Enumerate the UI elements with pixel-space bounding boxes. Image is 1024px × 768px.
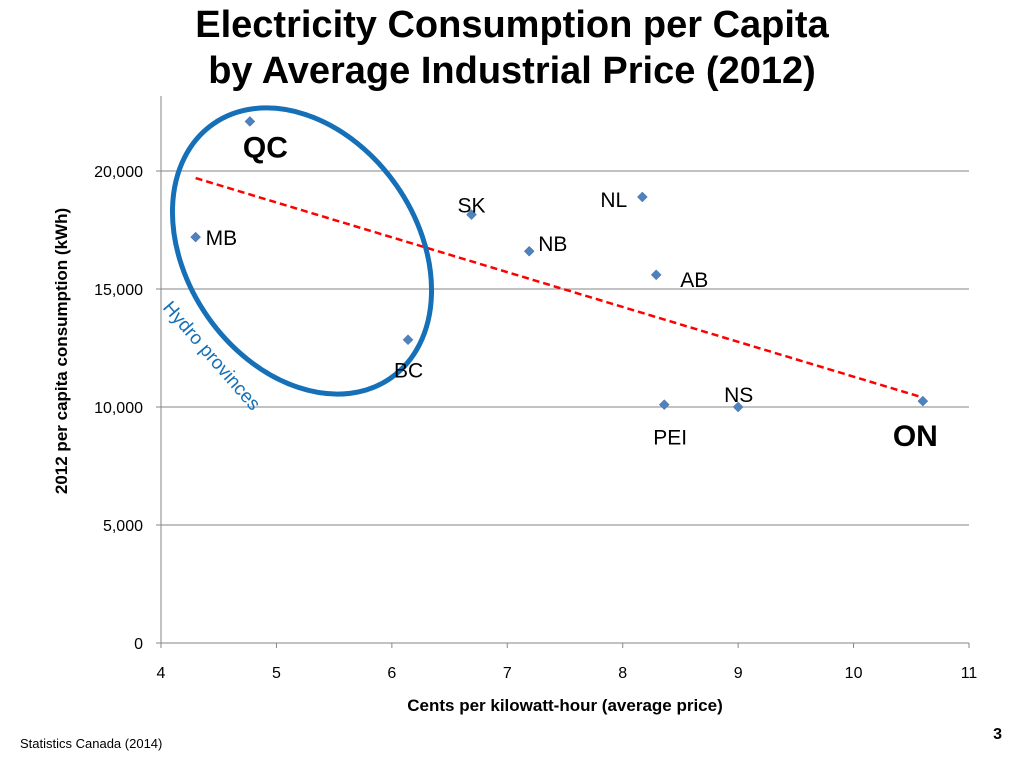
x-tick-label: 9 <box>734 665 743 682</box>
y-axis-title: 2012 per capita consumption (kWh) <box>52 208 71 494</box>
x-tick-label: 10 <box>845 665 863 682</box>
x-tick-label: 6 <box>387 665 396 682</box>
data-point-qc <box>244 116 256 127</box>
data-point-pei <box>658 399 670 410</box>
x-tick-label: 8 <box>618 665 627 682</box>
page-number: 3 <box>993 726 1002 743</box>
data-points <box>190 116 929 413</box>
point-label-qc: QC <box>243 131 288 164</box>
point-label-sk: SK <box>458 195 486 218</box>
x-tick-label: 5 <box>272 665 281 682</box>
data-point-nb <box>523 245 535 257</box>
data-point-sk <box>466 209 477 221</box>
axes <box>156 96 970 648</box>
data-point-ns <box>732 401 744 413</box>
point-label-ab: AB <box>680 269 708 292</box>
y-tick-label: 20,000 <box>94 164 143 181</box>
y-tick-label: 15,000 <box>94 282 143 299</box>
y-tick-labels: 0 5,000 10,000 15,000 20,000 <box>94 164 143 653</box>
chart-title-line-1: Electricity Consumption per Capita <box>195 4 829 46</box>
x-tick-label: 4 <box>157 665 166 682</box>
point-label-pei: PEI <box>653 427 687 450</box>
data-point-on <box>917 395 929 407</box>
trendline <box>195 176 924 399</box>
data-point-bc <box>402 334 414 346</box>
chart-title-line-2: by Average Industrial Price (2012) <box>208 50 816 92</box>
x-tick-label: 7 <box>503 665 512 682</box>
x-axis-title: Cents per kilowatt-hour (average price) <box>407 696 723 715</box>
source-note: Statistics Canada (2014) <box>20 736 163 751</box>
point-label-mb: MB <box>206 227 238 250</box>
data-point-labels: QC MB BC SK NB NL AB PEI NS ON <box>206 131 938 453</box>
y-tick-label: 0 <box>134 636 143 653</box>
hydro-provinces-ellipse <box>169 105 435 397</box>
x-tick-label: 11 <box>961 665 978 682</box>
gridlines <box>161 170 969 526</box>
point-label-bc: BC <box>394 360 423 383</box>
hydro-provinces-label: Hydro provinces <box>158 298 264 415</box>
point-label-nl: NL <box>600 189 627 212</box>
point-label-on: ON <box>893 420 938 453</box>
data-point-ab <box>650 269 662 281</box>
point-label-ns: NS <box>724 384 753 407</box>
y-tick-label: 10,000 <box>94 400 143 417</box>
chart-title: Electricity Consumption per Capita by Av… <box>0 2 1024 94</box>
data-point-mb <box>190 231 201 243</box>
point-label-nb: NB <box>538 233 567 256</box>
x-tick-labels: 4 5 6 7 8 9 10 11 <box>157 665 978 682</box>
data-point-nl <box>636 191 648 203</box>
y-tick-label: 5,000 <box>103 518 143 535</box>
